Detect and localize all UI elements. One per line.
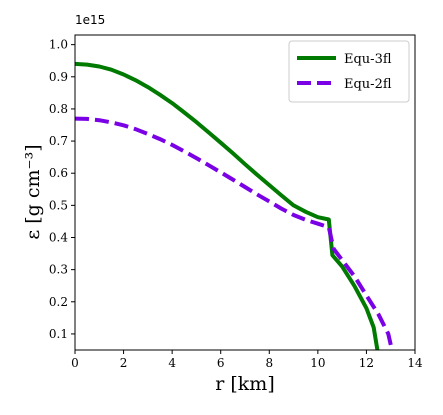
y-tick-label: 0.1	[49, 327, 68, 341]
legend-label: Equ-3fl	[344, 52, 392, 67]
ticks-layer: 0 2 4 6 8 10 12 14 0.1 0.2 0.3 0.4 0.5 0.6 0.7 0.8 0.9 1.…	[49, 38, 423, 370]
legend-box	[288, 40, 410, 103]
x-tick-label: 14	[407, 356, 423, 370]
series-layer	[75, 61, 394, 350]
x-tick-label: 10	[310, 356, 325, 370]
y-tick-label: 0.7	[49, 134, 68, 148]
legend-label: Equ-2fl	[344, 77, 392, 92]
x-tick-label: 2	[120, 356, 128, 370]
y-tick-label: 1.0	[49, 38, 68, 52]
y-tick-label: 0.8	[49, 102, 68, 116]
y-tick-label: 0.4	[49, 231, 68, 245]
x-axis-label: r [km]	[215, 373, 274, 395]
y-axis-label: ε [g cm⁻³]	[22, 144, 44, 239]
plot-frame	[74, 34, 416, 351]
series-line-equ-3fl	[75, 61, 380, 350]
y-tick-label: 0.6	[49, 166, 68, 180]
legend: Equ-3fl Equ-2fl	[288, 40, 410, 103]
x-tick-label: 4	[168, 356, 176, 370]
x-tick-label: 6	[217, 356, 225, 370]
x-tick-label: 12	[359, 356, 374, 370]
series-line-equ-2fl	[75, 116, 394, 350]
y-offset-label: 1e15	[75, 13, 105, 27]
y-tick-label: 0.5	[49, 198, 68, 212]
y-tick-label: 0.3	[49, 263, 68, 277]
x-tick-label: 8	[265, 356, 273, 370]
svg-text:1e15: 1e15	[75, 13, 105, 27]
y-tick-label: 0.2	[49, 295, 68, 309]
y-tick-label: 0.9	[49, 70, 68, 84]
x-tick-label: 0	[71, 356, 79, 370]
